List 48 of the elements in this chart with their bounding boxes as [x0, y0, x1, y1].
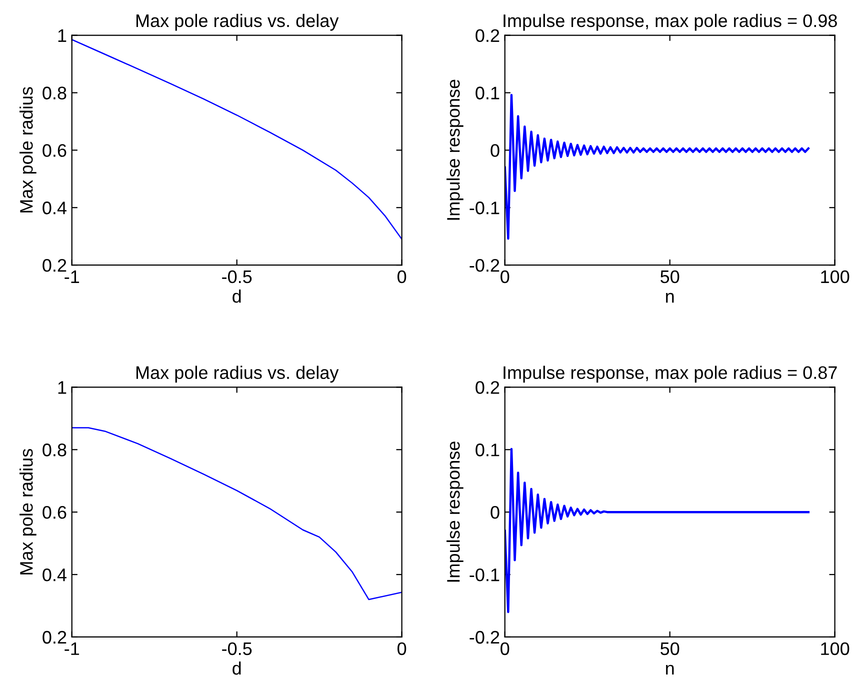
y-tick-label: -0.1 [470, 568, 500, 582]
y-tick-label: 0.2 [42, 258, 66, 272]
y-tick-label: -0.2 [470, 258, 500, 272]
y-axis-title: Max pole radius [20, 87, 36, 212]
y-tick-label: 0.2 [476, 29, 500, 42]
line-series [504, 94, 810, 240]
chart-title: Max pole radius vs. delay [136, 14, 339, 31]
x-tick-label: 0 [500, 270, 510, 284]
y-tick-label: 0.4 [42, 568, 66, 582]
x-tick-label: 50 [660, 642, 680, 656]
y-tick-label: 0.4 [42, 202, 66, 214]
x-tick-label: 0 [398, 270, 406, 284]
y-axis-title: Max pole radius [20, 449, 36, 574]
y-tick-label: 0.2 [42, 630, 66, 644]
y-tick-label: 0.8 [42, 86, 66, 100]
x-tick-label: 0 [500, 642, 510, 656]
x-tick-label: -1 [64, 270, 80, 283]
x-tick-label: -0.5 [222, 270, 252, 284]
y-tick-label: 0.1 [476, 86, 500, 100]
y-tick-label: 0.6 [42, 144, 66, 157]
y-tick-label: 0 [490, 506, 500, 519]
x-tick-label: 50 [660, 270, 680, 284]
y-tick-label: 1 [58, 381, 66, 394]
y-tick-label: 0.8 [42, 444, 66, 456]
x-tick-label: -1 [64, 642, 80, 655]
chart-title: Max pole radius vs. delay [136, 366, 339, 383]
y-tick-label: 0.2 [476, 381, 500, 394]
x-tick-label: 100 [821, 270, 850, 284]
chart-title: Impulse response, max pole radius = 0.87 [504, 366, 837, 383]
y-tick-label: -0.1 [470, 202, 500, 214]
chart-title: Impulse response, max pole radius = 0.98 [504, 14, 837, 31]
y-tick-label: -0.2 [470, 630, 500, 644]
line-series [72, 38, 402, 240]
y-tick-label: 1 [58, 29, 66, 42]
y-tick-label: 0 [490, 144, 500, 157]
x-axis-title: n [666, 664, 674, 675]
line-series [72, 427, 402, 600]
y-tick-label: 0.1 [476, 444, 500, 456]
x-tick-label: 0 [398, 642, 406, 656]
line-series [504, 448, 810, 614]
y-axis-title: Impulse response [446, 80, 464, 220]
x-tick-label: 100 [821, 642, 850, 656]
x-axis-title: d [232, 661, 241, 675]
x-axis-title: n [666, 292, 674, 303]
x-tick-label: -0.5 [222, 642, 252, 656]
y-axis-title: Impulse response [446, 442, 464, 582]
x-axis-title: d [232, 290, 241, 303]
y-tick-label: 0.6 [42, 506, 66, 519]
